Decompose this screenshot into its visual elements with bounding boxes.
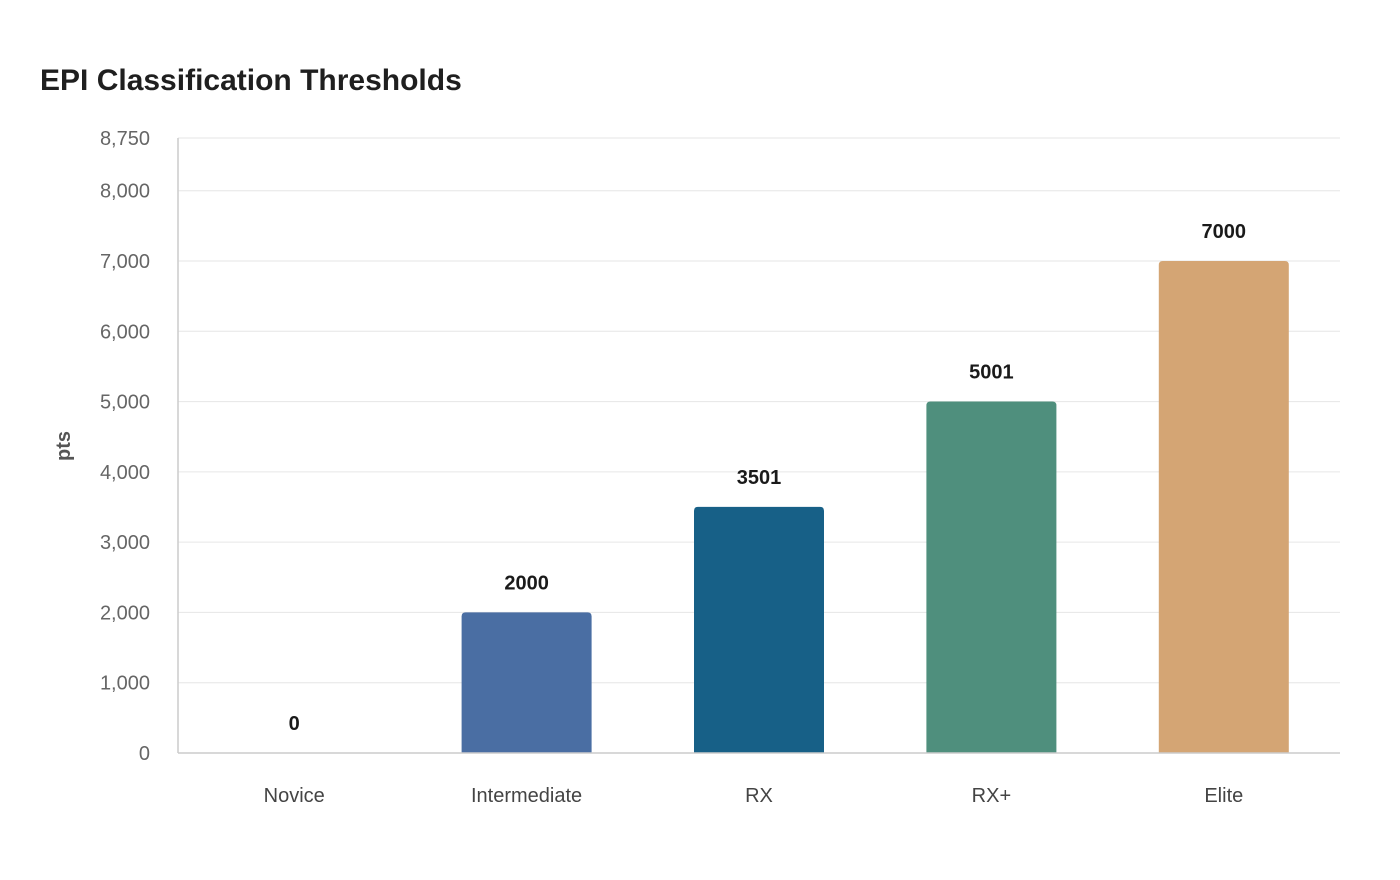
y-tick-label: 0: [139, 743, 150, 765]
data-labels: 0 2000 3501 5001 7000: [289, 221, 1246, 735]
data-label: 7000: [1202, 221, 1247, 243]
y-axis-ticks: 0 1,000 2,000 3,000 4,000 5,000 6,000 7,000 8,00…: [100, 128, 150, 765]
y-tick-label: 1,000: [100, 673, 150, 695]
bar-intermediate: [461, 612, 592, 753]
y-tick-label: 5,000: [100, 392, 150, 414]
y-tick-label: 2,000: [100, 602, 150, 624]
x-category-label: Intermediate: [471, 785, 582, 807]
bar-rx-: [926, 401, 1057, 753]
data-label: 5001: [969, 362, 1014, 384]
y-tick-label: 6,000: [100, 321, 150, 343]
x-category-label: Novice: [264, 785, 325, 807]
x-category-label: RX+: [972, 785, 1011, 807]
data-label: 3501: [737, 467, 782, 489]
gridlines: [178, 137, 1340, 684]
chart-title: EPI Classification Thresholds: [40, 64, 462, 97]
data-label: 2000: [504, 572, 549, 594]
data-label: 0: [289, 713, 300, 735]
y-tick-label: 7,000: [100, 251, 150, 273]
x-category-label: RX: [745, 785, 773, 807]
y-axis-label: pts: [53, 431, 75, 461]
x-axis-categories: Novice Intermediate RX RX+ Elite: [264, 785, 1244, 807]
bars: [461, 261, 1289, 753]
y-tick-label: 3,000: [100, 532, 150, 554]
y-tick-label: 8,000: [100, 181, 150, 203]
bar-elite: [1158, 261, 1289, 753]
y-tick-label: 4,000: [100, 462, 150, 484]
bar-rx: [694, 506, 824, 753]
y-tick-label: 8,750: [100, 128, 150, 150]
x-category-label: Elite: [1204, 785, 1243, 807]
